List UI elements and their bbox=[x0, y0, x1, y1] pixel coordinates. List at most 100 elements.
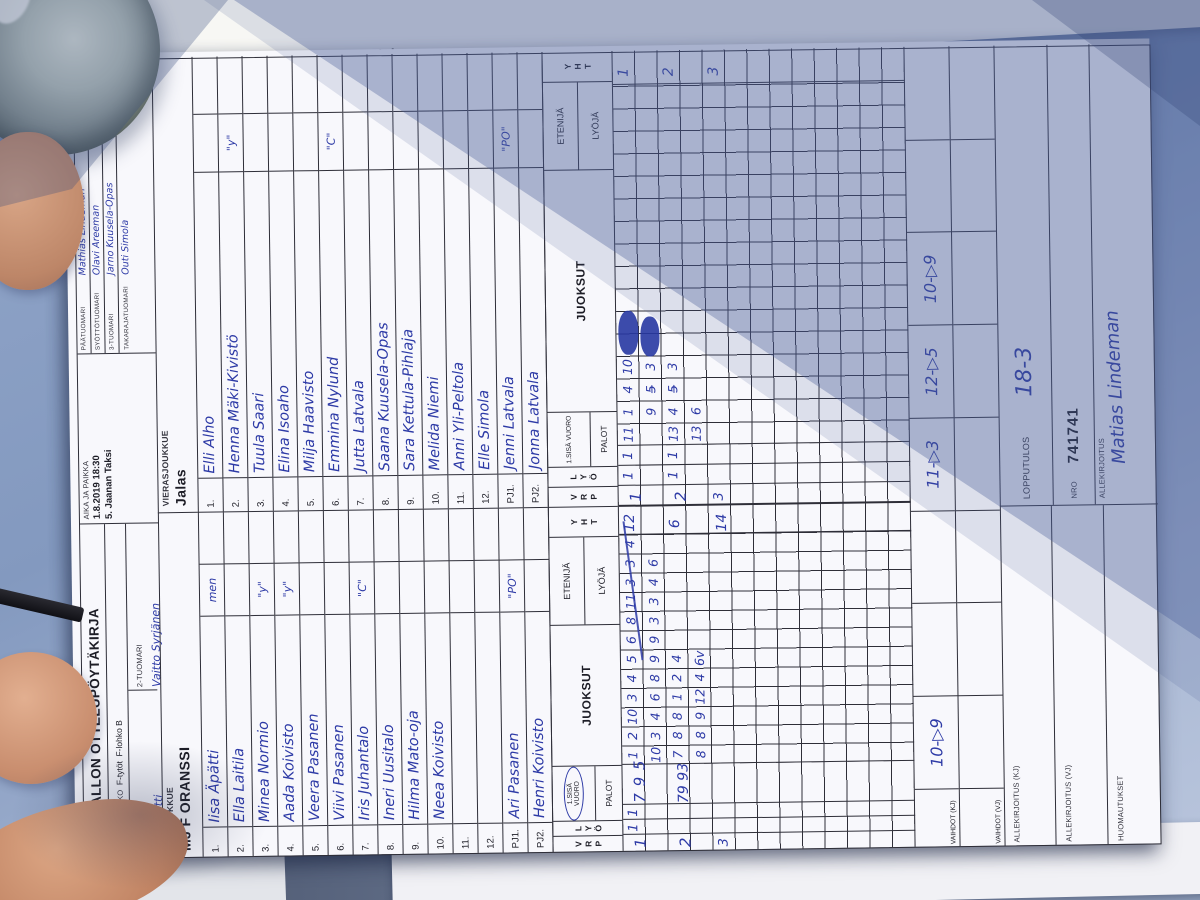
grid-cell-value: 1 bbox=[620, 407, 636, 417]
letter: T bbox=[588, 519, 599, 525]
away-roster: 1. Elli Alho 2. Henna Mäki-Kivistö "y" 3… bbox=[191, 51, 549, 512]
grid-line bbox=[623, 829, 916, 835]
away-i2-yht: 2 bbox=[660, 67, 677, 77]
player-annotation: "y" bbox=[274, 563, 300, 616]
allekirjoitus-kj-label: ALLEKIRJOITUS (KJ) bbox=[1011, 765, 1022, 843]
substitution-entry bbox=[949, 46, 994, 139]
player-name: Emmina Nylund bbox=[325, 356, 344, 472]
player-number: 8. bbox=[378, 823, 403, 855]
roster-extra-cell bbox=[223, 512, 249, 565]
substitution-entry bbox=[955, 509, 1002, 603]
grid-cell-value: 5̶ bbox=[665, 384, 681, 393]
grid-cell-value: 4 bbox=[624, 674, 640, 683]
player-name: Sara Kettula-Pihlaja bbox=[400, 328, 419, 471]
roster-extra-cell bbox=[267, 55, 293, 114]
away-team-header: VIERASJOUKKUE Jalas bbox=[151, 56, 198, 513]
allekirjoitus-vj-label: ALLEKIRJOITUS (VJ) bbox=[1063, 764, 1074, 842]
player-annotation bbox=[399, 561, 425, 614]
letter: V bbox=[572, 841, 584, 847]
player-number: PJ1. bbox=[498, 473, 523, 508]
palot-header: PALOT bbox=[603, 779, 615, 807]
grid-cell-value: 6 bbox=[688, 407, 704, 416]
player-annotation bbox=[374, 561, 400, 615]
etenija-lyoja-header: ETENIJÄ LYÖJÄ bbox=[549, 535, 620, 625]
roster-extra-cell bbox=[473, 508, 499, 561]
lyoja-header: LYÖJÄ bbox=[590, 111, 601, 140]
home-i1-palot: 7 9 5 bbox=[630, 759, 649, 803]
letter: P bbox=[592, 840, 604, 847]
letter: Ö bbox=[592, 824, 603, 832]
referee-name: Outi Simola bbox=[119, 219, 132, 275]
player-name bbox=[462, 613, 465, 823]
referee-label: 3-TUOMARI bbox=[108, 313, 116, 351]
roster-extra-cell bbox=[323, 510, 349, 564]
substitution-entry bbox=[910, 509, 957, 604]
grid-cell-value: 3 bbox=[642, 362, 658, 371]
player-number: 2. bbox=[223, 477, 248, 512]
player-number: 9. bbox=[398, 474, 423, 509]
allekirjoitus-label: ALLEKIRJOITUS bbox=[1096, 437, 1107, 499]
grid-cell-value: 4 bbox=[665, 407, 681, 416]
player-name: Milja Haavisto bbox=[300, 370, 319, 473]
home-i1-v: 1 bbox=[626, 823, 642, 832]
player-name: Viivi Pasanen bbox=[330, 724, 349, 821]
player-annotation bbox=[449, 560, 475, 614]
thumb bbox=[0, 132, 84, 290]
player-number: 1. bbox=[198, 477, 223, 512]
lopputulos-box: LOPPUTULOS 18-3 bbox=[993, 44, 1054, 506]
grid-cell-value: 10 bbox=[619, 358, 635, 376]
referee-name: Jarno Kuusela-Opas bbox=[104, 182, 117, 276]
player-annotation bbox=[518, 109, 544, 169]
letter: L bbox=[572, 825, 583, 832]
player-annotation bbox=[424, 561, 450, 614]
player-number: PJ2. bbox=[523, 472, 548, 508]
roster-extra-cell bbox=[417, 53, 443, 112]
player-number: 10. bbox=[423, 474, 448, 509]
grid-cell-value: 13 bbox=[665, 425, 681, 442]
roster-extra-cell bbox=[492, 52, 518, 111]
roster-extra-cell bbox=[342, 54, 368, 113]
player-name: Tuula Saari bbox=[251, 392, 269, 474]
grid-cell-value: 6 bbox=[647, 693, 663, 702]
player-name: Elle Simola bbox=[476, 389, 494, 470]
player-name: Jutta Latvala bbox=[351, 380, 369, 472]
player-number: 12. bbox=[478, 822, 503, 853]
substitutions-section: VAIHDOT (KJ) 10-▷9 11-▷3 12-▷5 10-▷9 VAIHDO… bbox=[903, 45, 1006, 847]
letter: Y bbox=[568, 519, 579, 525]
grid-cell-value: 4 bbox=[668, 654, 684, 663]
player-annotation bbox=[293, 113, 319, 172]
roster-extra-cell bbox=[392, 53, 418, 113]
sisa-palot-header: 1.SISÄ VUORO PALOT bbox=[552, 764, 623, 821]
aika-value1: 1.8.2019 18:30 bbox=[91, 455, 103, 520]
letter: R bbox=[578, 493, 589, 501]
roster-extra-cell bbox=[242, 55, 268, 115]
allekirjoitus-vj-box: ALLEKIRJOITUS (VJ) bbox=[1051, 505, 1109, 845]
juoksut-header: JUOKSUT bbox=[550, 623, 622, 766]
player-name bbox=[487, 613, 490, 823]
vaihdot-kj-label: VAIHDOT (KJ) bbox=[914, 788, 960, 847]
letter: Y bbox=[577, 474, 588, 480]
roster-extra-cell bbox=[217, 56, 243, 115]
grid-cell-value: 3 bbox=[646, 597, 662, 606]
grid-cell-value: 10 bbox=[648, 746, 664, 763]
player-number: 5. bbox=[298, 476, 323, 511]
sisa-vuoro-header: 1.SISÄ VUORO bbox=[547, 412, 592, 467]
player-name: Saana Kuusela-Opas bbox=[375, 322, 394, 472]
player-annotation bbox=[324, 562, 350, 616]
roster-extra-cell bbox=[373, 510, 399, 563]
huomautukset-box: HUOMAUTUKSET bbox=[1104, 504, 1161, 844]
crossed-out-scribble bbox=[618, 310, 639, 355]
grid-cell-value bbox=[644, 423, 659, 446]
grid-cell-value: 3 bbox=[664, 362, 680, 371]
player-name: Melida Niemi bbox=[425, 376, 444, 471]
player-number: 10. bbox=[428, 823, 453, 854]
grid-cell-value: 8 bbox=[693, 750, 709, 759]
player-name: Henri Koivisto bbox=[530, 717, 549, 819]
substitution-entry bbox=[958, 694, 1004, 789]
footer-section: ALLEKIRJOITUS (KJ) ALLEKIRJOITUS (VJ) HU… bbox=[993, 43, 1163, 846]
away-i2-v: 1 bbox=[666, 470, 682, 480]
grid-cell-value: 9 bbox=[692, 711, 708, 720]
